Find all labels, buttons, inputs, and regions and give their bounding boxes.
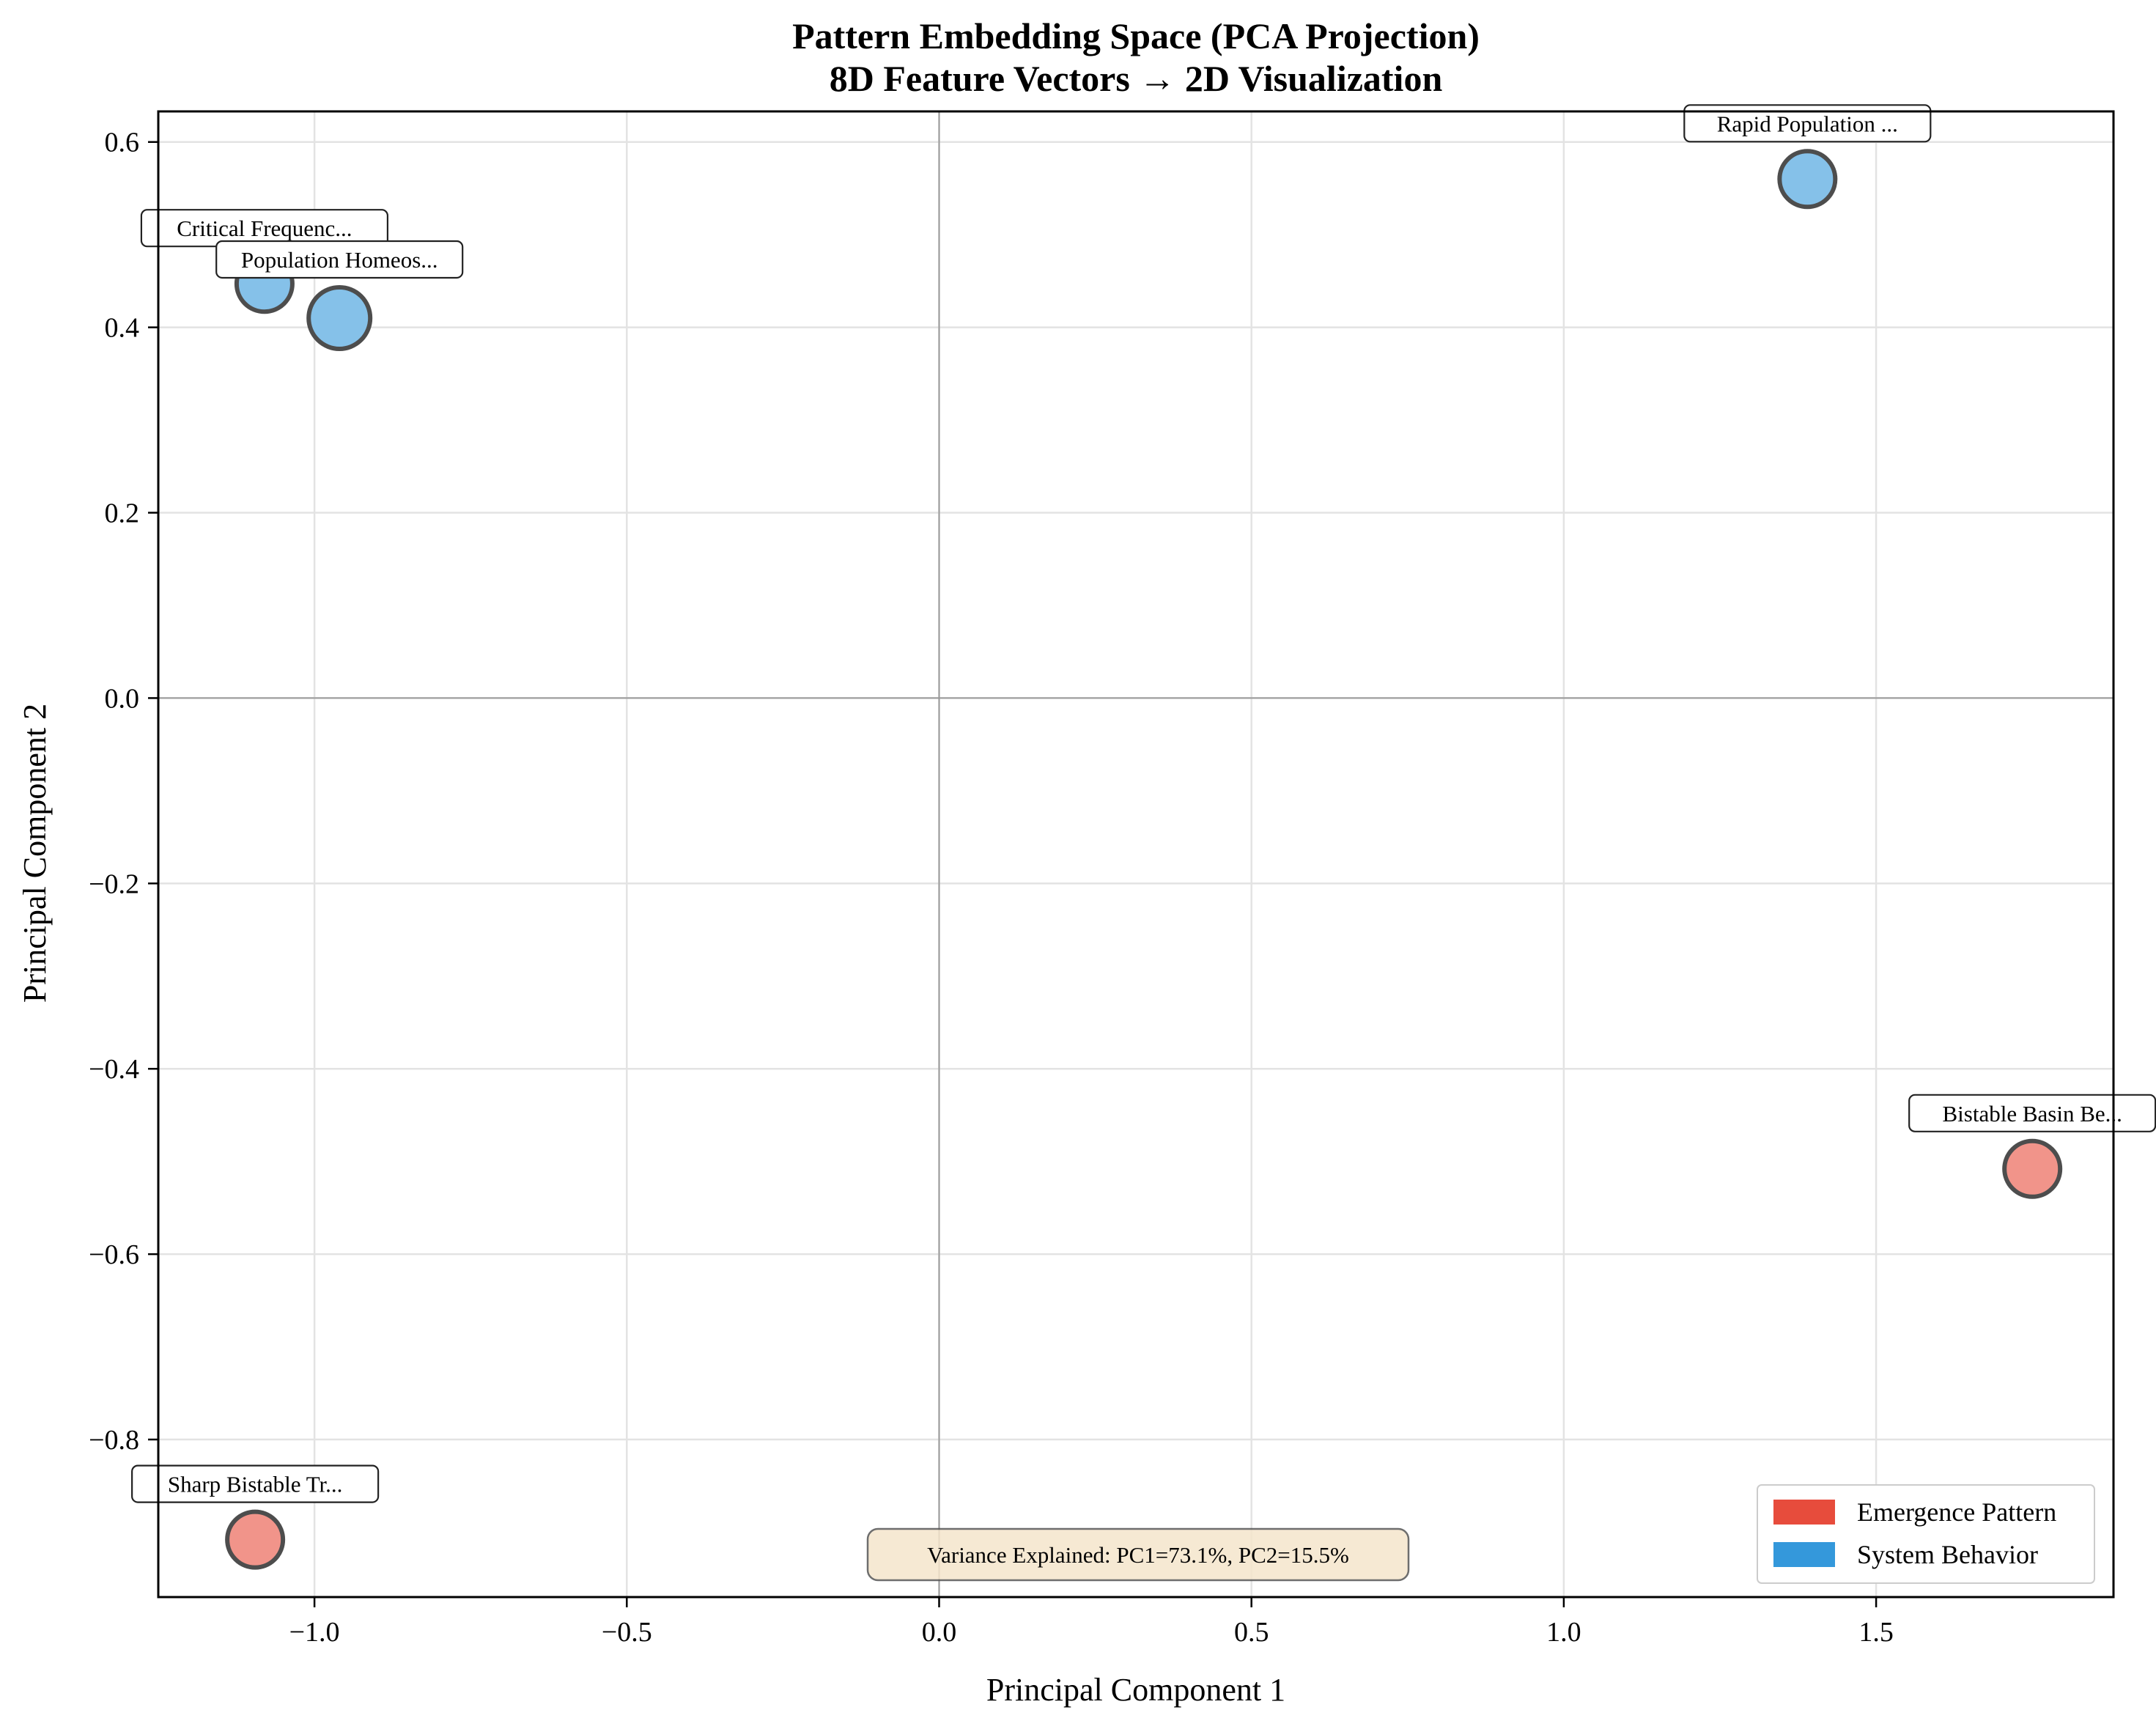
x-tick-label: 0.5 [1234,1617,1269,1648]
variance-text: Variance Explained: PC1=73.1%, PC2=15.5% [927,1542,1349,1568]
data-point [1777,149,1838,210]
y-axis-label: Principal Component 2 [17,704,53,1003]
plot-frame [157,110,2115,1599]
y-tick-label: −0.4 [89,1054,139,1085]
legend: Emergence Pattern System Behavior [1757,1484,2095,1584]
point-label-box [215,240,464,279]
x-tick-label: 1.0 [1546,1617,1581,1648]
chart-title-line2: 8D Feature Vectors → 2D Visualization [830,58,1443,99]
y-tick-label: 0.0 [105,683,140,714]
point-label: Rapid Population ... [1717,111,1898,136]
variance-box [866,1527,1410,1582]
zero-reference-lines [158,111,2113,1597]
data-point [2002,1138,2063,1199]
x-axis-label: Principal Component 1 [986,1672,1285,1708]
point-label: Sharp Bistable Tr... [168,1472,343,1497]
y-tick-label: −0.8 [89,1425,139,1456]
point-label-box [1683,104,1932,143]
point-label: Population Homeos... [241,247,438,273]
point-label: Bistable Basin Be... [1942,1101,2122,1127]
legend-label: Emergence Pattern [1857,1497,2056,1527]
legend-swatch [1773,1500,1835,1525]
x-tick-label: 1.5 [1858,1617,1894,1648]
y-tick-label: 0.4 [105,313,140,344]
legend-label: System Behavior [1857,1540,2038,1569]
chart-title-line1: Pattern Embedding Space (PCA Projection) [792,15,1480,56]
point-label: Critical Frequenc... [177,215,352,241]
x-tick-label: −1.0 [289,1617,340,1648]
variance-annotation: Variance Explained: PC1=73.1%, PC2=15.5% [866,1527,1410,1582]
data-point [225,1509,286,1570]
legend-box [1757,1484,2095,1584]
data-point [306,284,373,351]
y-tick-label: 0.2 [105,498,140,529]
y-tick-label: −0.2 [89,869,139,899]
x-tick-label: 0.0 [922,1617,957,1648]
y-tick-label: −0.6 [89,1239,139,1270]
point-label-box [1908,1094,2156,1132]
x-axis-ticks: −1.0 −0.5 0.0 0.5 1.0 1.5 [289,1597,1894,1648]
y-tick-label: 0.6 [105,128,140,158]
legend-swatch [1773,1542,1835,1567]
point-label-box [131,1464,380,1503]
y-axis-ticks: 0.6 0.4 0.2 0.0 −0.2 −0.4 −0.6 −0.8 [89,128,158,1456]
x-tick-label: −0.5 [602,1617,652,1648]
point-annotations: Rapid Population ... Critical Frequenc...… [131,104,2156,1503]
